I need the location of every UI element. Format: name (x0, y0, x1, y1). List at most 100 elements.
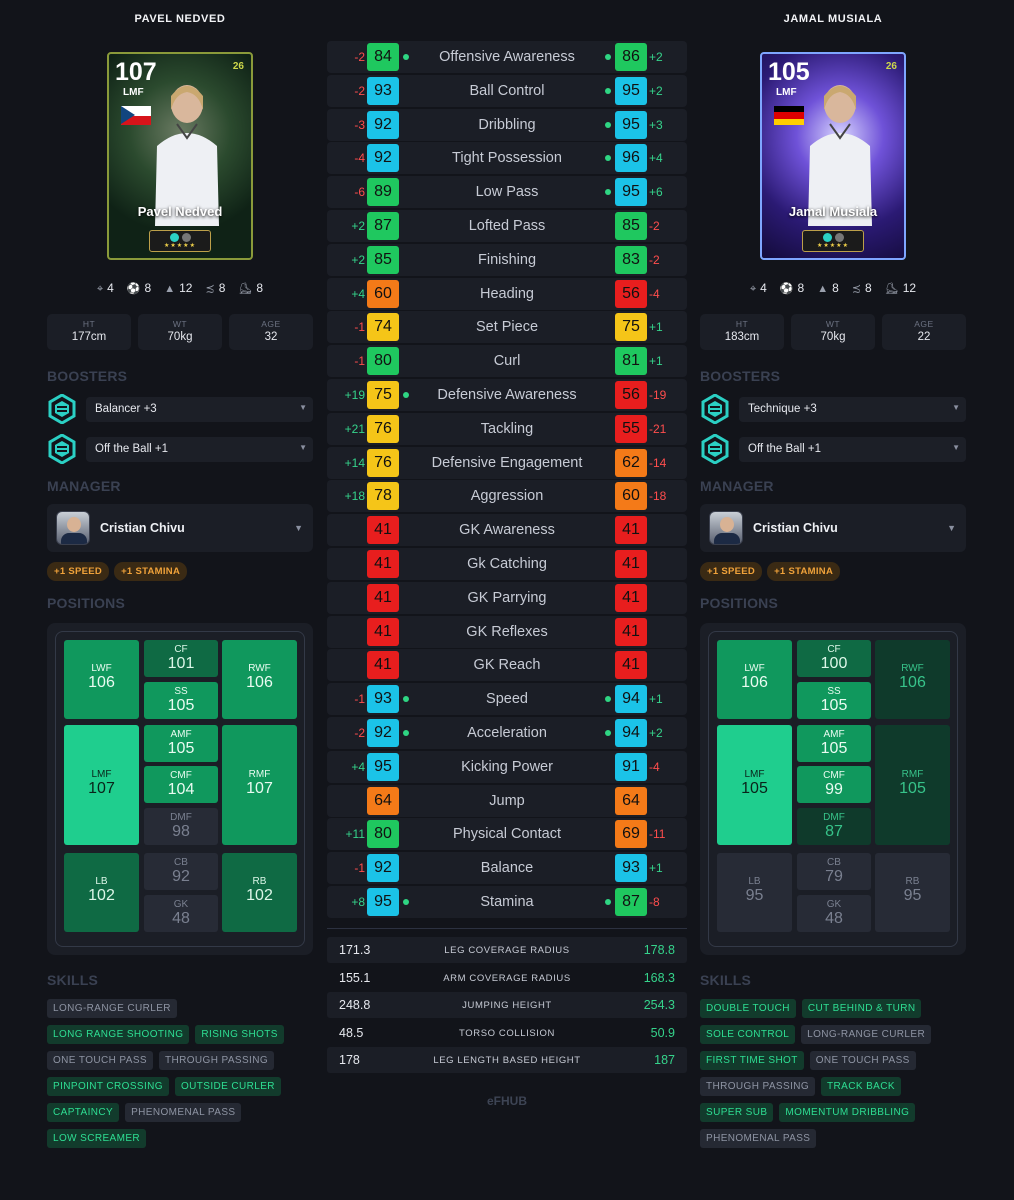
position-lwf[interactable]: LWF 106 (717, 640, 792, 719)
quick-stat: ≾ 8 (205, 281, 225, 296)
right-stat-diff: -14 (649, 455, 667, 470)
boot-icon: ⛸ (884, 283, 899, 295)
position-gk[interactable]: GK 48 (144, 895, 218, 932)
info-value: 22 (917, 331, 931, 343)
left-stat-value: 92 (367, 854, 399, 883)
position-gk[interactable]: GK 48 (797, 895, 871, 932)
measure-row: 48.5 TORSO COLLISION 50.9 (327, 1020, 687, 1046)
position-cmf[interactable]: CMF 104 (144, 766, 218, 803)
stat-label: Jump (489, 792, 525, 809)
right-stat-diff: -18 (649, 489, 667, 504)
right-stat-diff: +1 (649, 320, 663, 335)
skill-tag: SOLE CONTROL (700, 1025, 796, 1044)
position-cf[interactable]: CF 100 (797, 640, 871, 677)
stats-comparison: -2 84 Offensive Awareness 86 +2 -2 93 Ball Cont… (327, 41, 687, 1108)
right-measure-value: 168.3 (643, 970, 675, 985)
card-player-name: Pavel Nedved (137, 204, 223, 219)
position-lmf[interactable]: LMF 107 (64, 725, 139, 845)
quick-stats: ⌖ 4 ⚽ 8 ▲ 8 ≾ 8 ⛸ 12 (700, 281, 966, 296)
left-stat-value: 85 (367, 245, 399, 274)
chevron-down-icon: ▼ (947, 523, 956, 533)
quick-stats: ⌖ 4 ⚽ 8 ▲ 12 ≾ 8 ⛸ 8 (47, 281, 313, 296)
position-cb[interactable]: CB 79 (797, 853, 871, 890)
left-stat-value: 92 (367, 110, 399, 139)
skill-tag: PHENOMENAL PASS (125, 1103, 242, 1122)
left-stat-value: 89 (367, 178, 399, 207)
position-amf[interactable]: AMF 105 (144, 725, 218, 762)
skill-tag: LONG-RANGE CURLER (47, 999, 177, 1018)
booster-indicator-icon (605, 696, 611, 703)
booster-select[interactable]: Technique +3 ▼ (739, 396, 966, 422)
skill-tag: CAPTAINCY (47, 1103, 120, 1122)
position-lb[interactable]: LB 102 (64, 853, 139, 932)
position-rb[interactable]: RB 95 (875, 853, 950, 932)
info-label: WT (172, 319, 188, 329)
position-ss[interactable]: SS 105 (144, 682, 218, 719)
info-box-wt: WT 70kg (138, 314, 222, 350)
position-rating: 105 (167, 740, 195, 757)
position-dmf[interactable]: DMF 87 (797, 808, 871, 845)
manager-select[interactable]: Cristian Chivu ▼ (700, 504, 966, 552)
position-cb[interactable]: CB 92 (144, 853, 218, 890)
position-rwf[interactable]: RWF 106 (222, 640, 297, 719)
skill-tag: PHENOMENAL PASS (700, 1129, 817, 1148)
left-stat-diff: -2 (354, 83, 365, 98)
position-cf[interactable]: CF 101 (144, 640, 218, 677)
booster-select[interactable]: Off the Ball +1 ▼ (86, 436, 313, 462)
skill-tag: CUT BEHIND & TURN (801, 999, 922, 1018)
position-rb[interactable]: RB 102 (222, 853, 297, 932)
position-lmf[interactable]: LMF 105 (717, 725, 792, 845)
card-rating: 105 (768, 58, 810, 86)
boot-icon: ⛸ (238, 283, 253, 295)
position-rwf[interactable]: RWF 106 (875, 640, 950, 719)
position-label: RWF (248, 663, 271, 674)
player-card[interactable]: 107 LMF 26 Pavel Nedved ★★★★★ (107, 52, 253, 260)
left-stat-value: 78 (367, 482, 399, 511)
info-value: 70kg (820, 331, 846, 343)
right-stat-diff: -2 (649, 252, 660, 267)
boosters-list: Balancer +3 ▼ Off the Ball +1 ▼ (47, 393, 313, 465)
right-measure-value: 50.9 (650, 1025, 675, 1040)
left-stat-diff: -1 (354, 861, 365, 876)
booster-indicator-icon (605, 155, 611, 162)
position-label: CMF (823, 770, 845, 781)
left-stat-diff: +14 (344, 455, 365, 470)
position-label: CMF (170, 770, 192, 781)
booster-indicator-icon (403, 729, 409, 736)
right-stat-diff: +2 (649, 725, 663, 740)
stat-label: GK Reflexes (466, 623, 548, 640)
booster-select[interactable]: Off the Ball +1 ▼ (739, 436, 966, 462)
skill-tag: MOMENTUM DRIBBLING (779, 1103, 916, 1122)
position-amf[interactable]: AMF 105 (797, 725, 871, 762)
position-cmf[interactable]: CMF 99 (797, 766, 871, 803)
position-ss[interactable]: SS 105 (797, 682, 871, 719)
position-rmf[interactable]: RMF 107 (222, 725, 297, 845)
player-card[interactable]: 105 LMF 26 Jamal Musiala ★★★★★ (760, 52, 906, 260)
stat-label: Physical Contact (453, 826, 561, 843)
info-value: 32 (264, 331, 278, 343)
left-stat-value: 95 (367, 887, 399, 916)
left-stat-diff: +2 (351, 218, 365, 233)
quick-stat: ▲ 12 (164, 281, 192, 296)
left-stat-diff: -6 (354, 185, 365, 200)
stat-row: +11 80 Physical Contact 69 -11 (327, 818, 687, 851)
position-label: AMF (823, 729, 845, 740)
divider (327, 927, 687, 929)
right-stat-diff: -11 (649, 827, 666, 842)
skill-tag: LONG-RANGE CURLER (801, 1025, 932, 1044)
booster-select[interactable]: Balancer +3 ▼ (86, 396, 313, 422)
crosshair-icon: ⌖ (749, 283, 757, 295)
position-lwf[interactable]: LWF 106 (64, 640, 139, 719)
stat-label: Finishing (477, 251, 537, 268)
position-lb[interactable]: LB 95 (717, 853, 792, 932)
stat-row: -1 74 Set Piece 75 +1 (327, 311, 687, 344)
stat-row: -1 93 Speed 94 +1 (327, 683, 687, 716)
position-rmf[interactable]: RMF 105 (875, 725, 950, 845)
measure-rows: 171.3 LEG COVERAGE RADIUS 178.8 155.1 ARM CO… (327, 936, 687, 1074)
quick-stat-value: 12 (902, 281, 917, 295)
measure-row: 171.3 LEG COVERAGE RADIUS 178.8 (327, 936, 687, 963)
stat-label: Tackling (480, 420, 534, 437)
right-stat-diff: -2 (649, 218, 660, 233)
manager-select[interactable]: Cristian Chivu ▼ (47, 504, 313, 552)
position-dmf[interactable]: DMF 98 (144, 808, 218, 845)
